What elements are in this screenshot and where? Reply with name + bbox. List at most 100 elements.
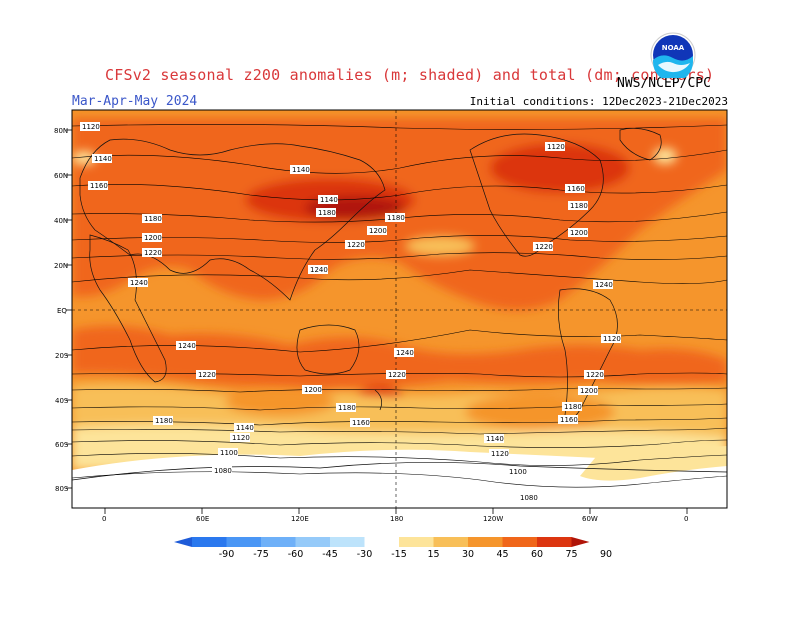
contour-label: 1160 <box>567 185 585 193</box>
legend-tick-label: 90 <box>600 549 612 560</box>
contour-label: 1240 <box>130 279 148 287</box>
greenland-outline <box>619 128 662 161</box>
contour-label: 1220 <box>347 241 365 249</box>
legend-tick-label: -75 <box>253 549 269 560</box>
legend-tick-label: 75 <box>565 549 577 560</box>
contour-label: 1180 <box>155 417 173 425</box>
lon-label-60w: 60W <box>582 515 598 523</box>
lat-label-60s: 60S <box>55 441 69 449</box>
shade-15-30-atlantic <box>653 148 677 164</box>
contour-label: 1220 <box>144 249 162 257</box>
initial-conditions-label: Initial conditions: 12Dec2023-21Dec2023 <box>469 95 728 108</box>
legend-swatch <box>433 537 468 547</box>
map-frame <box>71 109 728 509</box>
contour-1240-n <box>72 269 727 284</box>
contour-lines <box>72 124 727 488</box>
noaa-logo: NOAA <box>650 32 696 78</box>
shade-15-30-antarctic-lobe <box>580 446 727 481</box>
lat-label-40n: 40N <box>54 217 68 225</box>
contour-1220-n <box>72 252 727 260</box>
shading-layer <box>72 110 727 508</box>
contour-label: 1140 <box>292 166 310 174</box>
lat-label-20n: 20N <box>54 262 68 270</box>
lon-label-0-east: 0 <box>684 515 688 523</box>
lon-label-120e: 120E <box>291 515 309 523</box>
contour-label: 1240 <box>310 266 328 274</box>
contour-label: 1240 <box>178 342 196 350</box>
lat-label-80s: 80S <box>55 485 69 493</box>
contour-labels: 1120 1140 1160 1180 1200 1220 1240 1240 … <box>80 122 621 502</box>
legend-tick-label: 45 <box>496 549 508 560</box>
shade-30-45-pacific <box>405 236 475 256</box>
contour-label: 1180 <box>564 403 582 411</box>
lat-label-40s: 40S <box>55 397 69 405</box>
contour-label: 1140 <box>94 155 112 163</box>
contour-1140-n <box>72 149 727 174</box>
australia-outline <box>296 324 360 375</box>
lon-label-0: 0 <box>102 515 106 523</box>
chart-title: CFSv2 seasonal z200 anomalies (m; shaded… <box>105 66 715 84</box>
contour-label: 1140 <box>320 196 338 204</box>
contour-1100-s <box>72 453 727 466</box>
contour-1080-s <box>72 471 727 488</box>
axis-ticks <box>66 129 688 514</box>
contour-label: 1200 <box>144 234 162 242</box>
lat-label-20s: 20S <box>55 352 69 360</box>
africa-outline <box>89 234 167 383</box>
lon-label-180: 180 <box>390 515 403 523</box>
contour-label: 1180 <box>144 215 162 223</box>
contour-label: 1200 <box>570 229 588 237</box>
antarctica-outline <box>72 462 727 481</box>
contour-label: 1240 <box>396 349 414 357</box>
contour-1120-s <box>72 439 727 448</box>
legend-tick-label: -15 <box>391 549 407 560</box>
contour-1140-s <box>72 427 727 435</box>
legend-tick-label: -45 <box>322 549 338 560</box>
contour-label: 1120 <box>232 434 250 442</box>
contour-1200-n <box>72 235 727 243</box>
shade-15-30-europe <box>72 151 96 165</box>
contour-label: 1220 <box>388 371 406 379</box>
contour-label: 1220 <box>586 371 604 379</box>
lat-label-80n: 80N <box>54 127 68 135</box>
contour-label: 1120 <box>82 123 100 131</box>
legend-swatch <box>192 537 227 547</box>
contour-1120-n <box>72 124 727 130</box>
legend-tick-label: 30 <box>462 549 474 560</box>
legend-tick-label: 15 <box>427 549 439 560</box>
contour-label: 1200 <box>369 227 387 235</box>
new-zealand-outline <box>374 389 382 411</box>
shade-45-60-lobe-2 <box>465 394 615 430</box>
contour-1160-n <box>72 183 727 201</box>
contour-label: 1160 <box>352 419 370 427</box>
contour-1160-s <box>72 417 727 426</box>
contour-label: 1100 <box>220 449 238 457</box>
legend-swatch <box>330 537 365 547</box>
legend-swatch <box>468 537 503 547</box>
contour-label: 1220 <box>198 371 216 379</box>
lon-label-120w: 120W <box>483 515 503 523</box>
legend-swatch <box>295 537 330 547</box>
legend-tick-label: -30 <box>357 549 373 560</box>
legend-swatch <box>261 537 296 547</box>
legend-swatch <box>399 537 434 547</box>
north-america-outline <box>469 133 604 257</box>
contour-label: 1240 <box>595 281 613 289</box>
season-label: Mar-Apr-May 2024 <box>72 94 198 109</box>
contour-1200-s <box>72 387 727 393</box>
contour-label: 1180 <box>570 202 588 210</box>
contour-label: 1080 <box>520 494 538 502</box>
contour-label: 1200 <box>304 386 322 394</box>
contour-1240-s <box>72 329 727 353</box>
contour-label: 1080 <box>214 467 232 475</box>
noaa-logo-text: NOAA <box>662 44 685 52</box>
legend-arrow-left <box>174 537 192 547</box>
legend-swatch <box>502 537 537 547</box>
contour-label: 1160 <box>90 182 108 190</box>
contour-label: 1220 <box>535 243 553 251</box>
lat-label-eq: EQ <box>57 307 67 315</box>
shade-45-60-lobe-1 <box>225 388 335 416</box>
legend-swatch <box>226 537 261 547</box>
contour-label: 1120 <box>491 450 509 458</box>
